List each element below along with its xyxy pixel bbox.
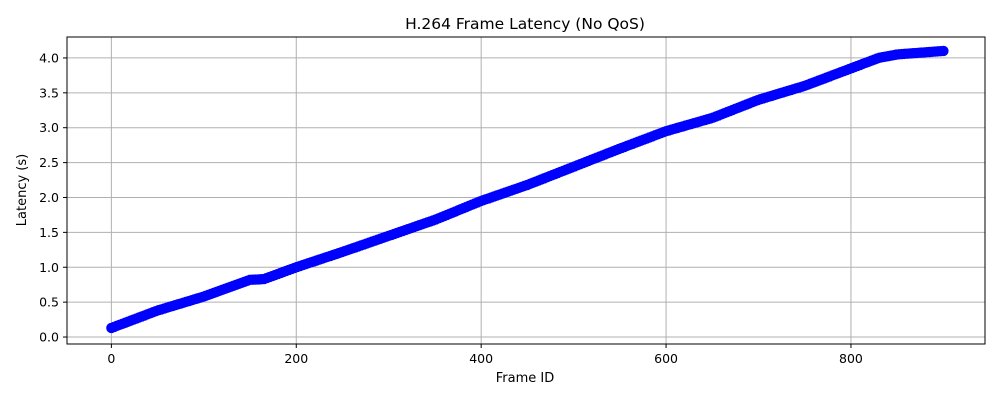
y-tick-label: 0.5 [39,295,59,310]
y-axis-label: Latency (s) [15,154,30,226]
chart-title: H.264 Frame Latency (No QoS) [405,15,645,33]
x-tick-label: 800 [839,351,863,366]
y-tick-label: 3.5 [39,85,59,100]
y-tick-label: 1.0 [39,260,59,275]
y-tick-label: 3.0 [39,120,59,135]
grid [67,37,985,344]
plot-frame [66,36,986,345]
scatter-points [106,45,949,334]
x-tick-label: 0 [107,351,115,366]
x-tick-label: 400 [469,351,493,366]
y-tick-label: 0.0 [39,330,59,345]
x-tick-label: 600 [654,351,678,366]
data-point [938,45,949,57]
axis-ticks: 0 200 400 600 800 0.0 0.5 1.0 1.5 2.0 2.5 3.0 3.5 4.0 [39,50,863,366]
y-tick-label: 4.0 [39,50,59,65]
x-axis-label: Frame ID [496,371,554,386]
x-tick-label: 200 [284,351,308,366]
y-tick-label: 2.5 [39,155,59,170]
y-tick-label: 2.0 [39,190,59,205]
y-tick-label: 1.5 [39,225,59,240]
